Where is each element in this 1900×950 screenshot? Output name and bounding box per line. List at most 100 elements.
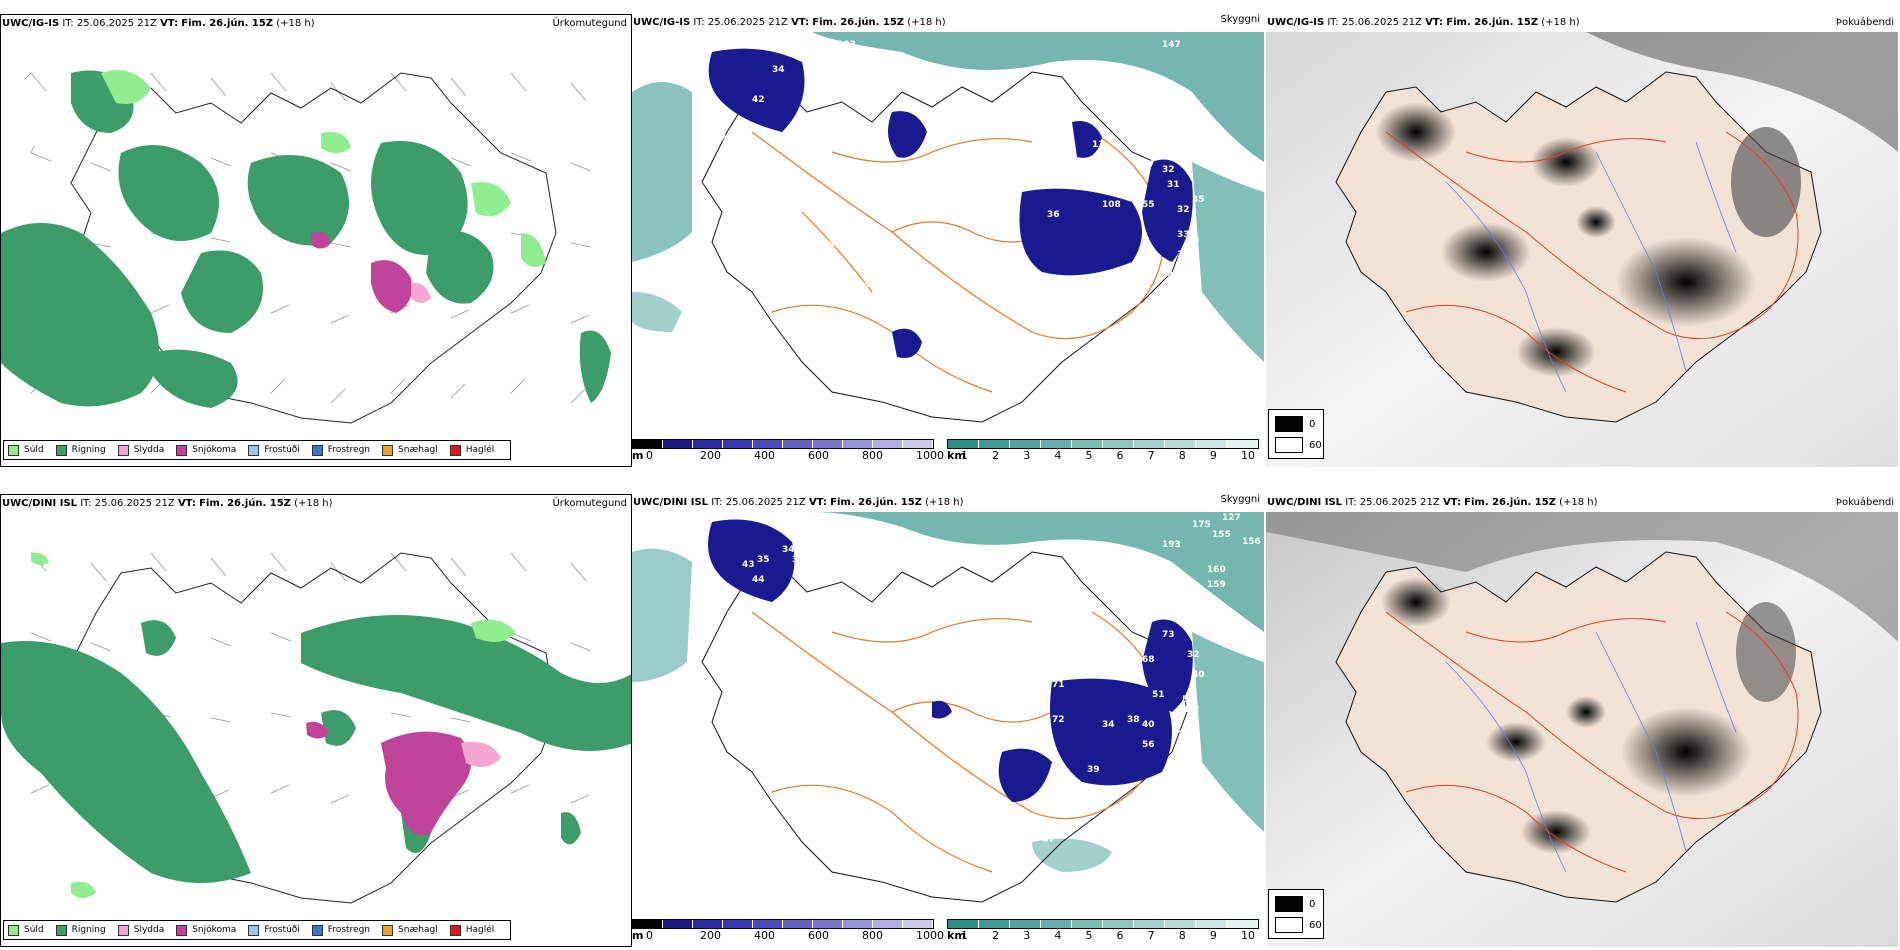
- ceiling-value-label: 39: [1017, 835, 1030, 845]
- low-ceiling-areas: [708, 48, 1193, 358]
- ceiling-value-label: 47: [937, 140, 950, 150]
- legend-item: Haglél: [449, 924, 495, 936]
- ceiling-value-label: 25: [1097, 785, 1110, 795]
- legend-swatch: [311, 444, 323, 456]
- snow-areas: [306, 721, 471, 836]
- legend-item: Súld: [8, 924, 44, 936]
- colorbar-segment: [693, 920, 723, 928]
- colorbar-tick-label: 10: [1241, 929, 1255, 942]
- legend-label: Snæhagl: [398, 445, 438, 455]
- ceiling-value-label: 52: [922, 160, 935, 170]
- ceiling-value-label: 47: [1177, 735, 1190, 745]
- ceiling-value-label: 78: [992, 825, 1005, 835]
- colorbar-tick-label: 6: [1116, 929, 1124, 942]
- precip-type-legend: Súld Rigning Slydda Snjókoma Frostúði Frostre…: [3, 920, 512, 940]
- colorbar-segment: [693, 440, 723, 448]
- ceiling-value-label: 56: [1142, 740, 1155, 750]
- colorbar-segment: [903, 920, 933, 928]
- legend-item: Slydda: [117, 444, 164, 456]
- ceiling-value-label: 45: [1032, 320, 1045, 330]
- fog-patches: [1376, 102, 1801, 377]
- colorbar-segment: [843, 920, 873, 928]
- colorbar-segment: [783, 440, 813, 448]
- ceiling-value-label: 60: [932, 185, 945, 195]
- ceiling-colorbar: m 0 200 400 600 800 1000: [632, 439, 944, 465]
- colorbar-segment: [1010, 920, 1041, 928]
- ceiling-value-label: 108: [1102, 200, 1121, 210]
- legend-label: Frostúði: [264, 445, 300, 455]
- legend-label: Haglél: [465, 925, 495, 935]
- ceiling-value-label: 130: [822, 240, 841, 250]
- ceiling-value-label: 102: [837, 170, 856, 180]
- colorbar-tick-label: 600: [808, 929, 829, 942]
- legend-item: Snæhagl: [382, 444, 438, 456]
- legend-label: Frostregn: [327, 445, 371, 455]
- colorbar-tick-label: 9: [1209, 929, 1217, 942]
- ceiling-value-label: 61: [892, 410, 905, 420]
- rivers: [1445, 141, 1737, 393]
- fog-index-map: [1266, 32, 1898, 467]
- colorbar-segment: [1134, 920, 1165, 928]
- ceiling-value-label: 57: [1142, 160, 1155, 170]
- model-name: UWC/IG-IS: [633, 17, 691, 28]
- legend-label: Snæhagl: [398, 925, 438, 935]
- ceiling-value-label: 44: [712, 105, 725, 115]
- field-name: Úrkomutegund: [552, 498, 627, 509]
- legend-label: Frostúði: [264, 925, 300, 935]
- ceiling-value-label: 30: [1177, 250, 1190, 260]
- legend-label: Súld: [24, 445, 44, 455]
- colorbar-segment: [753, 920, 783, 928]
- legend-label: Snjókoma: [192, 445, 237, 455]
- ceiling-value-label: 70: [1052, 345, 1065, 355]
- legend-item: Frostúði: [248, 444, 300, 456]
- model-name: UWC/DINI ISL: [633, 497, 709, 508]
- colorbar-tick-label: 1: [961, 449, 968, 462]
- colorbar-segment: [813, 920, 843, 928]
- colorbar-tick-label: 8: [1178, 929, 1186, 942]
- sleet-areas: [411, 282, 431, 303]
- colorbar-unit: km: [947, 449, 966, 462]
- ceiling-value-label: 73: [1162, 630, 1175, 640]
- ceiling-value-label: 30: [792, 555, 805, 565]
- precip-type-legend: Súld Rigning Slydda Snjókoma Frostúði Frostre…: [3, 440, 512, 460]
- colorbar-segment: [1196, 440, 1227, 448]
- colorbar-tick-label: 2: [992, 449, 1000, 462]
- colorbar-tick-label: 0: [646, 929, 653, 942]
- colorbar-tick-label: 0: [646, 449, 653, 462]
- legend-label: Rigning: [71, 925, 106, 935]
- colorbar-segment: [1165, 440, 1196, 448]
- panel-igis-ceiling: UWC/IG-IS IT: 25.06.2025 21Z VT: Fim. 26…: [632, 14, 1264, 467]
- colorbar-segment: [873, 920, 903, 928]
- legend-swatch: [117, 444, 129, 456]
- ceiling-value-label: 54: [1182, 695, 1195, 705]
- legend-swatch: [176, 924, 188, 936]
- colorbar-tick-label: 6: [1116, 449, 1124, 462]
- fog-patches: [1381, 577, 1796, 854]
- legend-label: Súld: [24, 925, 44, 935]
- ceiling-value-label: 127: [1222, 513, 1241, 523]
- ceiling-value-label: 147: [1162, 40, 1181, 50]
- colorbar-tick-label: 7: [1147, 449, 1155, 462]
- ceiling-value-label: 55: [1142, 200, 1155, 210]
- legend-item: Snjókoma: [176, 444, 237, 456]
- ceiling-value-label: 43: [742, 560, 755, 570]
- field-name: Þokuábendi: [1835, 17, 1894, 28]
- ceiling-value-label: 137: [857, 280, 876, 290]
- panel-header: UWC/IG-IS IT: 25.06.2025 21Z VT: Fim. 26…: [1267, 17, 1894, 28]
- sleet-areas: [461, 742, 501, 767]
- colorbar-segment: [633, 920, 663, 928]
- ceiling-value-label: 114: [1102, 175, 1121, 185]
- legend-label: Snjókoma: [192, 925, 237, 935]
- colorbar-segment: [903, 440, 933, 448]
- legend-item: Haglél: [449, 444, 494, 456]
- ceiling-value-label: 27: [1102, 315, 1115, 325]
- legend-swatch: [311, 924, 323, 936]
- low-visibility-sea: [632, 512, 1264, 632]
- roads: [1385, 611, 1799, 873]
- legend-item: Snjókoma: [176, 924, 237, 936]
- colorbar-segment: [948, 920, 979, 928]
- ceiling-value-label: 38: [1127, 715, 1140, 725]
- rain-areas: [1, 615, 631, 883]
